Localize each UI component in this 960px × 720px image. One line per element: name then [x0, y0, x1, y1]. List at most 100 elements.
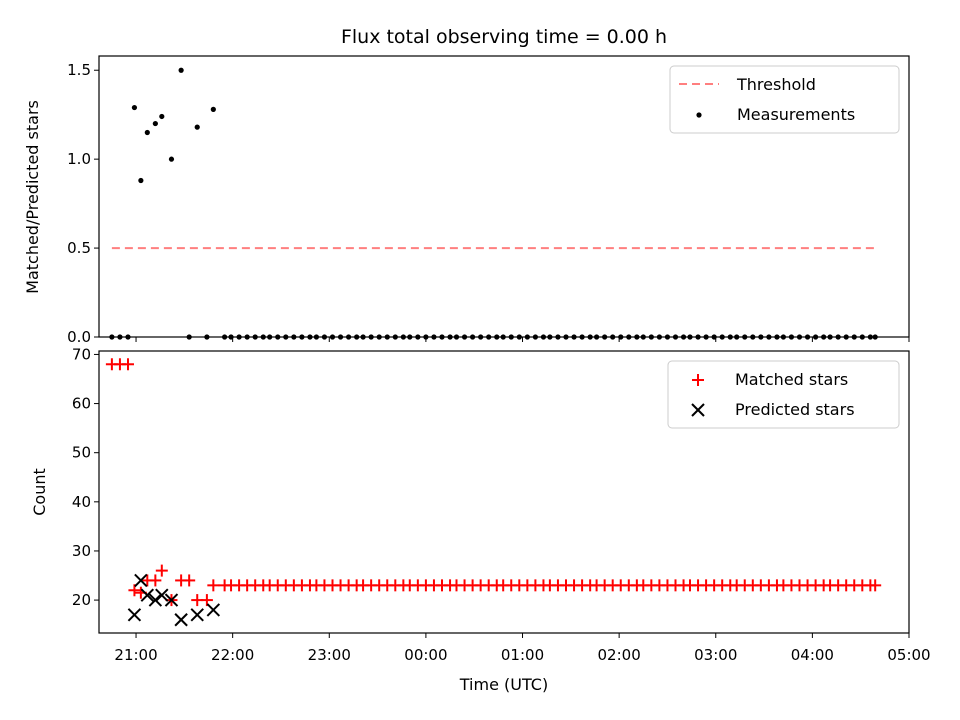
measurement-point	[131, 104, 138, 111]
count-legend-box	[667, 360, 900, 429]
measurement-point	[532, 334, 539, 340]
count-y-tick-label: 20	[72, 591, 91, 609]
matched-star-point	[121, 358, 134, 371]
ratio-legend-box	[669, 65, 900, 134]
measurement-point	[547, 334, 553, 340]
time-x-tick-label: 21:00	[114, 646, 157, 664]
measurement-point	[313, 334, 319, 340]
counts-layer	[105, 358, 882, 627]
measurements-legend-swatch	[696, 112, 702, 118]
predicted-star-point	[190, 608, 204, 622]
measurement-point	[626, 334, 632, 340]
matched-star-point	[869, 579, 882, 592]
time-x-tick-label: 05:00	[887, 646, 930, 664]
threshold-legend-label: Threshold	[736, 75, 816, 94]
measurement-point	[695, 334, 701, 340]
measurement-point	[400, 334, 406, 340]
count-y-tick-label: 60	[72, 395, 91, 413]
matched-star-point	[183, 574, 196, 587]
measurement-point	[742, 334, 748, 340]
measurement-point	[555, 334, 561, 340]
measurement-point	[144, 129, 150, 136]
measurement-point	[571, 334, 577, 340]
ratio-y-axis-label: Matched/Predicted stars	[23, 100, 42, 294]
measurement-point	[821, 334, 827, 340]
measurement-point	[579, 334, 585, 340]
measurement-point	[672, 334, 679, 340]
time-x-tick-label: 22:00	[211, 646, 254, 664]
predicted-star-x-b	[190, 608, 204, 622]
measurement-point	[788, 334, 795, 340]
measurements-layer	[109, 67, 878, 340]
measurement-point	[368, 334, 374, 340]
measurement-point	[680, 334, 687, 340]
count-y-tick-label: 70	[72, 345, 91, 363]
time-x-tick-label: 02:00	[598, 646, 641, 664]
measurement-point	[244, 334, 250, 340]
measurement-point	[283, 334, 289, 340]
measurement-point	[516, 334, 522, 340]
measurement-point	[222, 334, 228, 340]
measurement-point	[431, 334, 437, 340]
measurement-point	[252, 334, 258, 340]
matched-star-point	[149, 574, 162, 587]
measurement-point	[804, 334, 811, 340]
measurement-point	[159, 113, 165, 120]
time-x-tick-label: 01:00	[501, 646, 544, 664]
measurement-point	[508, 334, 514, 340]
measurement-point	[194, 124, 200, 130]
measurement-point	[204, 334, 210, 340]
count-panel-frame	[98, 350, 910, 634]
matched-legend-swatch	[692, 374, 704, 386]
predicted-star-x-b	[206, 603, 221, 617]
count-y-tick-label: 40	[72, 493, 91, 511]
measurement-point	[872, 334, 878, 340]
measurement-point	[813, 334, 819, 340]
predicted-star-point	[206, 603, 221, 617]
count-legend: Matched stars Predicted stars	[667, 360, 900, 429]
measurement-point	[299, 334, 305, 340]
predicted-star-point	[174, 613, 188, 627]
time-x-tick-label: 03:00	[694, 646, 737, 664]
predicted-star-x-b	[174, 613, 188, 627]
ratio-y-axis: 0.0 0.5 1.0 1.5	[67, 61, 99, 346]
measurement-point	[407, 334, 413, 340]
measurement-point	[439, 334, 445, 340]
measurement-point	[859, 334, 865, 340]
ratio-y-tick-label: 1.5	[67, 61, 91, 79]
measurement-point	[260, 334, 266, 340]
predicted-star-point	[148, 593, 163, 607]
predicted-star-x-b	[148, 593, 163, 607]
measurement-point	[664, 334, 671, 340]
measurement-point	[602, 334, 608, 340]
measurement-point	[640, 334, 646, 340]
measurement-point	[774, 334, 780, 340]
measurement-point	[593, 334, 600, 340]
measurement-point	[152, 120, 158, 127]
predicted-star-x-b	[134, 573, 148, 588]
measurement-point	[275, 334, 281, 340]
ratio-panel: 0.0 0.5 1.0 1.5 Matched/Predicted stars Thr…	[23, 55, 910, 346]
measurement-point	[138, 177, 144, 184]
measurement-point	[478, 334, 484, 340]
ratio-x-ticks	[135, 337, 910, 342]
measurement-point	[610, 334, 616, 340]
measurement-point	[453, 334, 460, 340]
measurement-point	[540, 334, 547, 340]
measurement-point	[210, 106, 216, 112]
measurement-point	[186, 334, 192, 340]
predicted-star-point	[164, 593, 179, 607]
measurement-point	[321, 334, 328, 340]
measurement-point	[727, 334, 733, 340]
measurement-point	[337, 334, 344, 340]
predicted-star-point	[134, 573, 148, 588]
matched-star-point	[207, 579, 220, 592]
measurement-point	[415, 334, 421, 340]
measurements-legend-label: Measurements	[737, 105, 855, 124]
count-y-axis-label: Count	[30, 468, 49, 516]
measurement-point	[524, 334, 530, 340]
predicted-star-point	[140, 588, 155, 602]
measurement-point	[758, 334, 764, 340]
predicted-star-x-b	[127, 608, 142, 622]
